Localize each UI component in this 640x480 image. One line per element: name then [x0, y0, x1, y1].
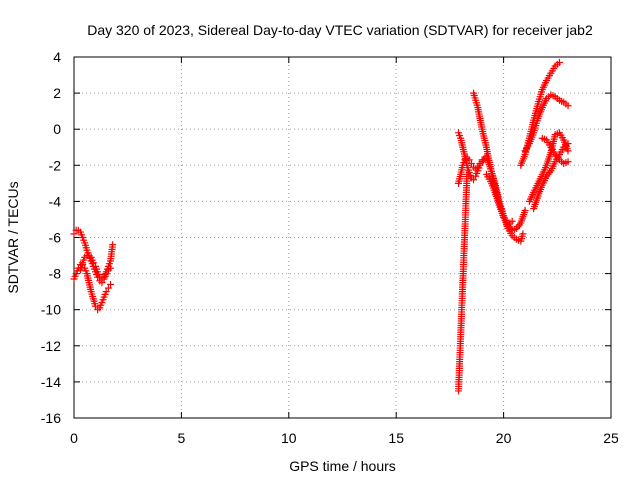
y-tick-label: -6: [49, 230, 62, 246]
data-point: [564, 147, 572, 155]
x-tick-label: 10: [281, 430, 297, 446]
data-point: [102, 288, 110, 296]
data-point: [91, 302, 99, 310]
data-point: [467, 159, 475, 167]
data-point: [555, 58, 563, 66]
y-tick-label: 2: [53, 85, 61, 101]
data-point: [564, 102, 572, 110]
x-tick-label: 20: [496, 430, 512, 446]
x-tick-label: 0: [70, 430, 78, 446]
x-axis-label: GPS time / hours: [289, 458, 396, 474]
data-point: [104, 284, 112, 292]
x-tick-label: 15: [388, 430, 404, 446]
y-tick-label: 4: [53, 49, 61, 65]
y-tick-label: 0: [53, 121, 61, 137]
data-marks: [70, 58, 572, 395]
y-tick-label: -14: [41, 374, 61, 390]
data-point: [465, 156, 473, 164]
data-point: [89, 259, 97, 267]
data-point: [521, 206, 529, 214]
data-point: [519, 230, 527, 238]
data-point: [474, 163, 482, 171]
data-point: [564, 158, 572, 166]
data-point: [564, 140, 572, 148]
y-tick-label: -16: [41, 410, 61, 426]
chart-title: Day 320 of 2023, Sidereal Day-to-day VTE…: [87, 22, 593, 38]
x-tick-label: 25: [603, 430, 619, 446]
grid-lines: [74, 57, 611, 418]
data-point: [70, 230, 78, 238]
y-tick-label: -10: [41, 302, 61, 318]
y-axis-label: SDTVAR / TECUs: [5, 181, 21, 293]
y-tick-label: -2: [49, 157, 62, 173]
data-point: [109, 241, 117, 249]
y-tick-label: -12: [41, 338, 61, 354]
plot-frame: [73, 56, 612, 419]
data-point: [508, 217, 516, 225]
data-point: [470, 176, 478, 184]
x-tick-label: 5: [178, 430, 186, 446]
data-point: [107, 280, 115, 288]
y-tick-label: -4: [49, 193, 62, 209]
y-tick-label: -8: [49, 266, 62, 282]
